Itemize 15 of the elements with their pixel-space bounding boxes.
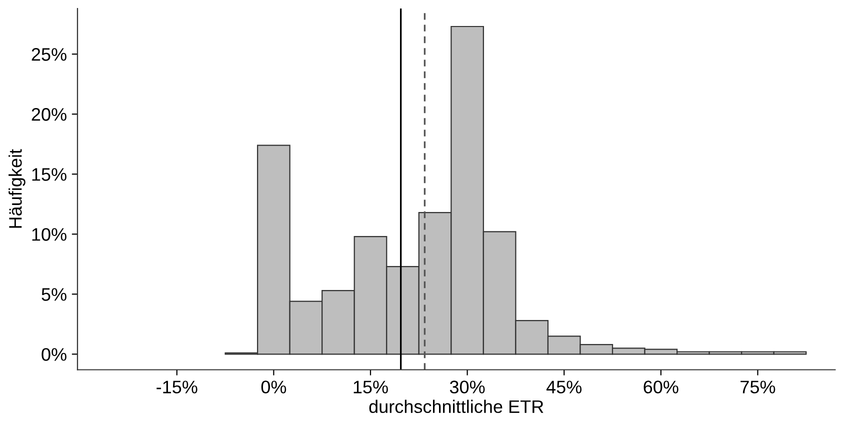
x-tick-label: 60% xyxy=(644,380,678,394)
y-tick-label: 20% xyxy=(32,108,66,121)
x-tick-label: -15% xyxy=(156,380,198,394)
x-tick-label: 30% xyxy=(450,380,485,394)
x-tick-label: 15% xyxy=(354,380,388,394)
y-tick-label: 5% xyxy=(42,288,66,301)
y-tick-label: 15% xyxy=(32,168,66,181)
y-axis-title: Häufigkeit xyxy=(8,149,26,228)
y-tick-label: 0% xyxy=(42,348,66,361)
x-tick-label: 45% xyxy=(546,380,582,394)
x-tick-label: 0% xyxy=(261,380,286,394)
x-tick-label: 75% xyxy=(740,380,776,394)
y-tick-label: 25% xyxy=(32,48,66,61)
y-tick-label: 10% xyxy=(32,228,66,241)
x-axis-title: durchschnittliche ETR xyxy=(369,400,544,414)
